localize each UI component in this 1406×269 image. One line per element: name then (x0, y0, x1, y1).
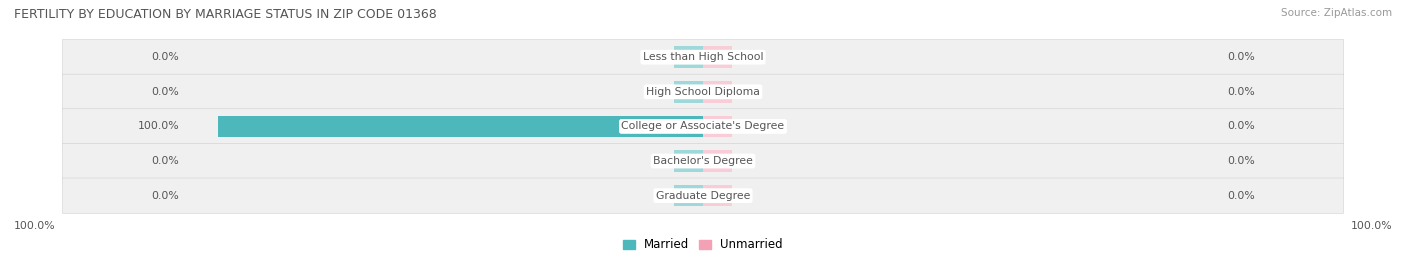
Text: Less than High School: Less than High School (643, 52, 763, 62)
Text: FERTILITY BY EDUCATION BY MARRIAGE STATUS IN ZIP CODE 01368: FERTILITY BY EDUCATION BY MARRIAGE STATU… (14, 8, 437, 21)
FancyBboxPatch shape (62, 178, 1344, 213)
FancyBboxPatch shape (62, 40, 1344, 75)
Text: 0.0%: 0.0% (1227, 121, 1254, 132)
Text: 0.0%: 0.0% (1227, 191, 1254, 201)
Legend: Married, Unmarried: Married, Unmarried (619, 234, 787, 256)
Bar (673, 185, 703, 206)
Text: 0.0%: 0.0% (152, 87, 179, 97)
Text: 0.0%: 0.0% (1227, 52, 1254, 62)
Bar (703, 47, 733, 68)
Text: 100.0%: 100.0% (138, 121, 179, 132)
Bar (703, 150, 733, 172)
Text: 0.0%: 0.0% (152, 156, 179, 166)
FancyBboxPatch shape (62, 74, 1344, 109)
Bar (703, 185, 733, 206)
Text: 0.0%: 0.0% (152, 52, 179, 62)
Text: 0.0%: 0.0% (152, 191, 179, 201)
Bar (218, 116, 703, 137)
Text: Bachelor's Degree: Bachelor's Degree (652, 156, 754, 166)
Text: Source: ZipAtlas.com: Source: ZipAtlas.com (1281, 8, 1392, 18)
Text: 0.0%: 0.0% (1227, 156, 1254, 166)
FancyBboxPatch shape (62, 143, 1344, 179)
Text: 0.0%: 0.0% (1227, 87, 1254, 97)
Bar (673, 47, 703, 68)
Bar (673, 150, 703, 172)
Bar (673, 81, 703, 102)
Text: College or Associate's Degree: College or Associate's Degree (621, 121, 785, 132)
FancyBboxPatch shape (62, 109, 1344, 144)
Text: High School Diploma: High School Diploma (647, 87, 759, 97)
Text: 100.0%: 100.0% (14, 221, 56, 231)
Text: Graduate Degree: Graduate Degree (655, 191, 751, 201)
Text: 100.0%: 100.0% (1350, 221, 1392, 231)
Bar (703, 116, 733, 137)
Bar (703, 81, 733, 102)
